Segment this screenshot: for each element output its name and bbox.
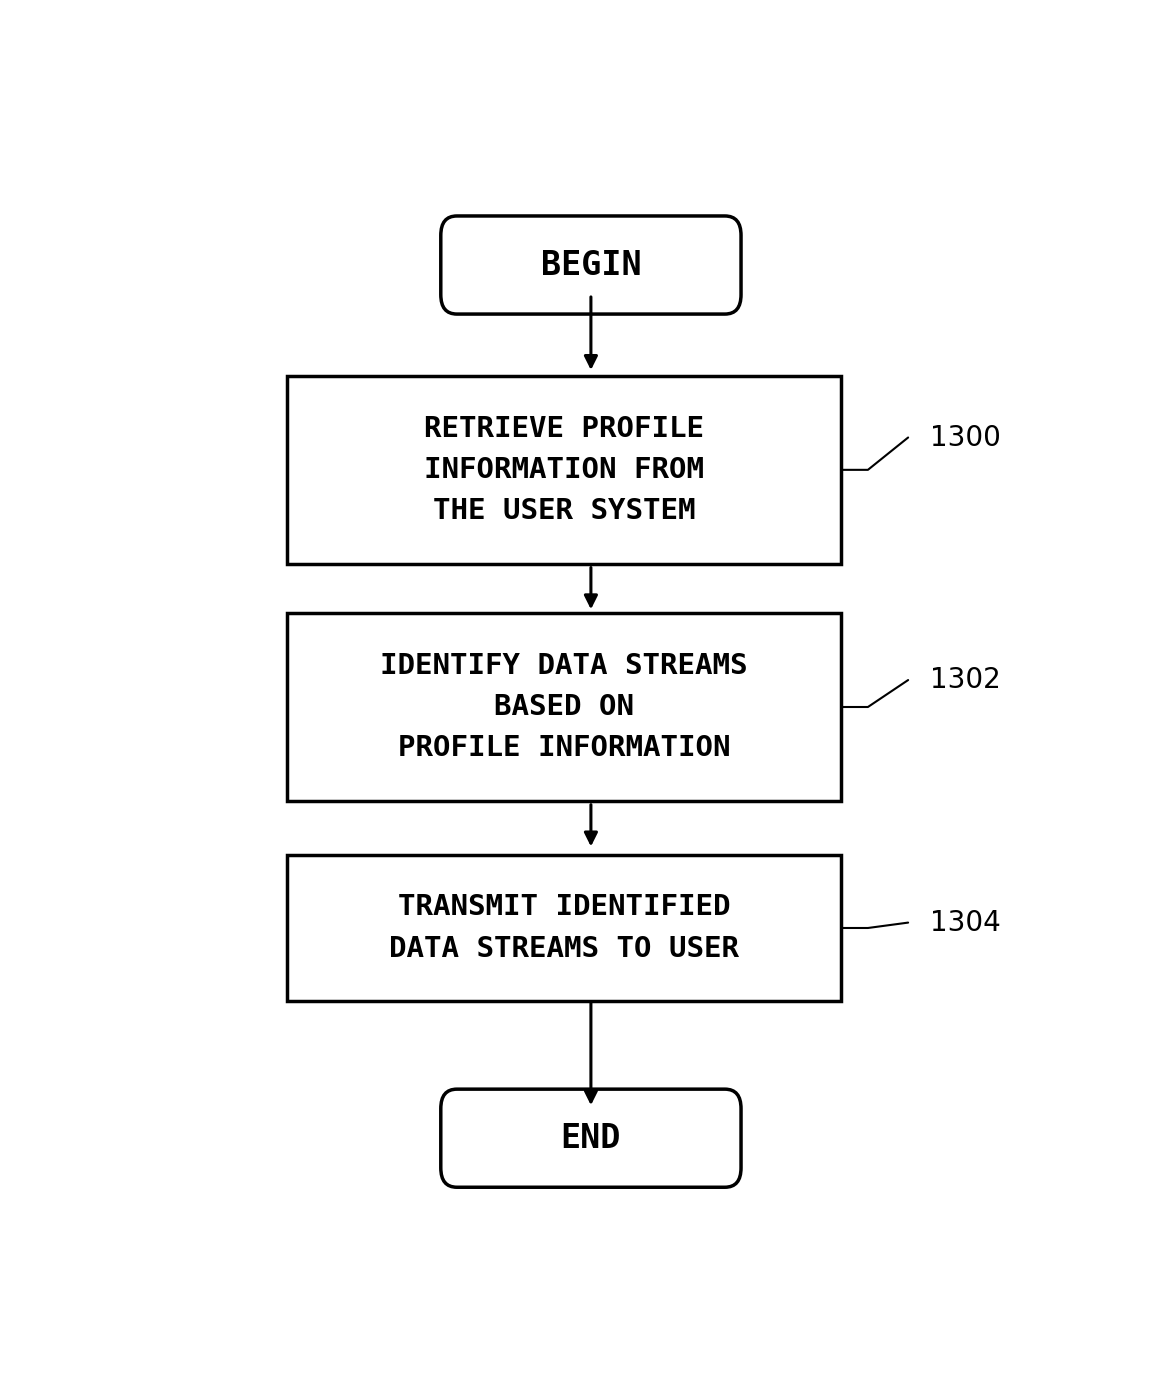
Text: BEGIN: BEGIN: [541, 249, 641, 281]
Bar: [287, 613, 842, 801]
FancyBboxPatch shape: [440, 1089, 741, 1187]
Text: END: END: [560, 1121, 621, 1155]
FancyBboxPatch shape: [440, 216, 741, 314]
Bar: [287, 855, 842, 1001]
Text: 1300: 1300: [930, 423, 1001, 451]
Text: 1302: 1302: [930, 666, 1001, 694]
Text: TRANSMIT IDENTIFIED
DATA STREAMS TO USER: TRANSMIT IDENTIFIED DATA STREAMS TO USER: [389, 893, 739, 963]
Text: 1304: 1304: [930, 909, 1001, 937]
Text: IDENTIFY DATA STREAMS
BASED ON
PROFILE INFORMATION: IDENTIFY DATA STREAMS BASED ON PROFILE I…: [380, 652, 748, 762]
Bar: [287, 375, 842, 564]
Text: RETRIEVE PROFILE
INFORMATION FROM
THE USER SYSTEM: RETRIEVE PROFILE INFORMATION FROM THE US…: [424, 414, 704, 525]
